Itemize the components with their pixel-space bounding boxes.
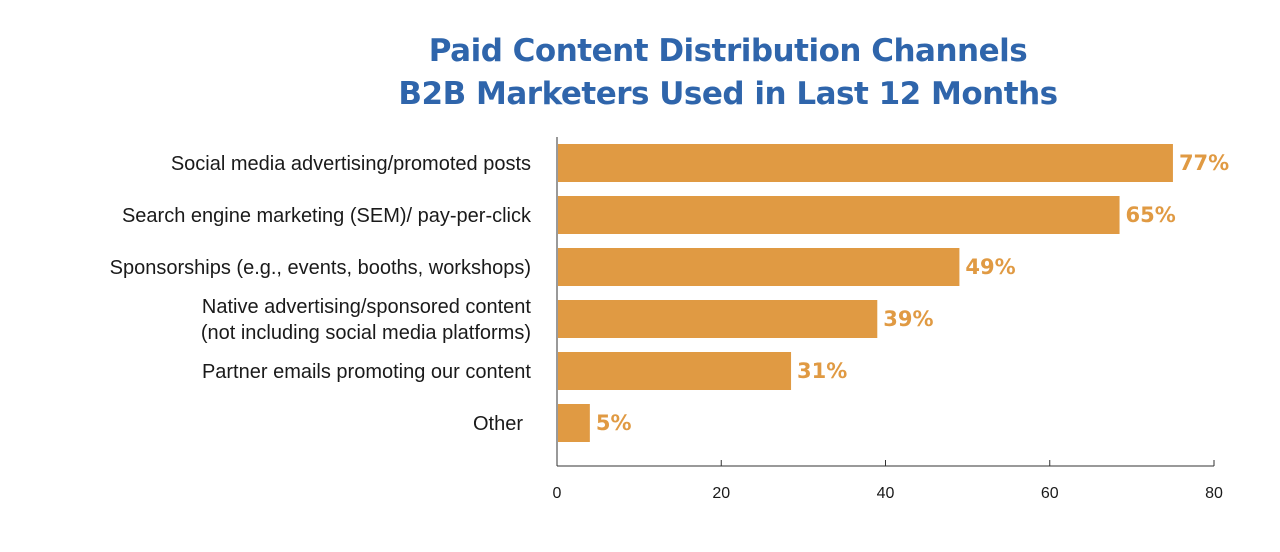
bar-value-label: 65% bbox=[1126, 203, 1176, 227]
category-label: Other bbox=[473, 413, 523, 435]
bar-value-label: 39% bbox=[883, 307, 933, 331]
x-tick-label: 20 bbox=[712, 485, 730, 502]
bar bbox=[558, 248, 960, 286]
bar bbox=[558, 196, 1120, 234]
category-label: (not including social media platforms) bbox=[201, 322, 531, 344]
x-tick-label: 0 bbox=[553, 485, 562, 502]
category-label: Social media advertising/promoted posts bbox=[171, 153, 531, 175]
bar-value-label: 77% bbox=[1179, 151, 1229, 175]
bar bbox=[558, 404, 590, 442]
chart-title-line-1: Paid Content Distribution Channels bbox=[428, 33, 1028, 69]
x-tick-label: 60 bbox=[1041, 485, 1059, 502]
bar-value-label: 5% bbox=[596, 411, 632, 435]
bar bbox=[558, 300, 878, 338]
bar bbox=[558, 144, 1173, 182]
category-label: Partner emails promoting our content bbox=[202, 361, 531, 383]
bar-value-label: 49% bbox=[965, 255, 1015, 279]
category-label: Native advertising/sponsored content bbox=[202, 296, 532, 318]
bar bbox=[558, 352, 792, 390]
chart-title-line-2: B2B Marketers Used in Last 12 Months bbox=[398, 76, 1058, 112]
category-label: Search engine marketing (SEM)/ pay-per-c… bbox=[122, 205, 532, 227]
x-tick-label: 80 bbox=[1205, 485, 1223, 502]
x-tick-label: 40 bbox=[877, 485, 895, 502]
category-label: Sponsorships (e.g., events, booths, work… bbox=[110, 257, 531, 279]
bar-value-label: 31% bbox=[797, 359, 847, 383]
